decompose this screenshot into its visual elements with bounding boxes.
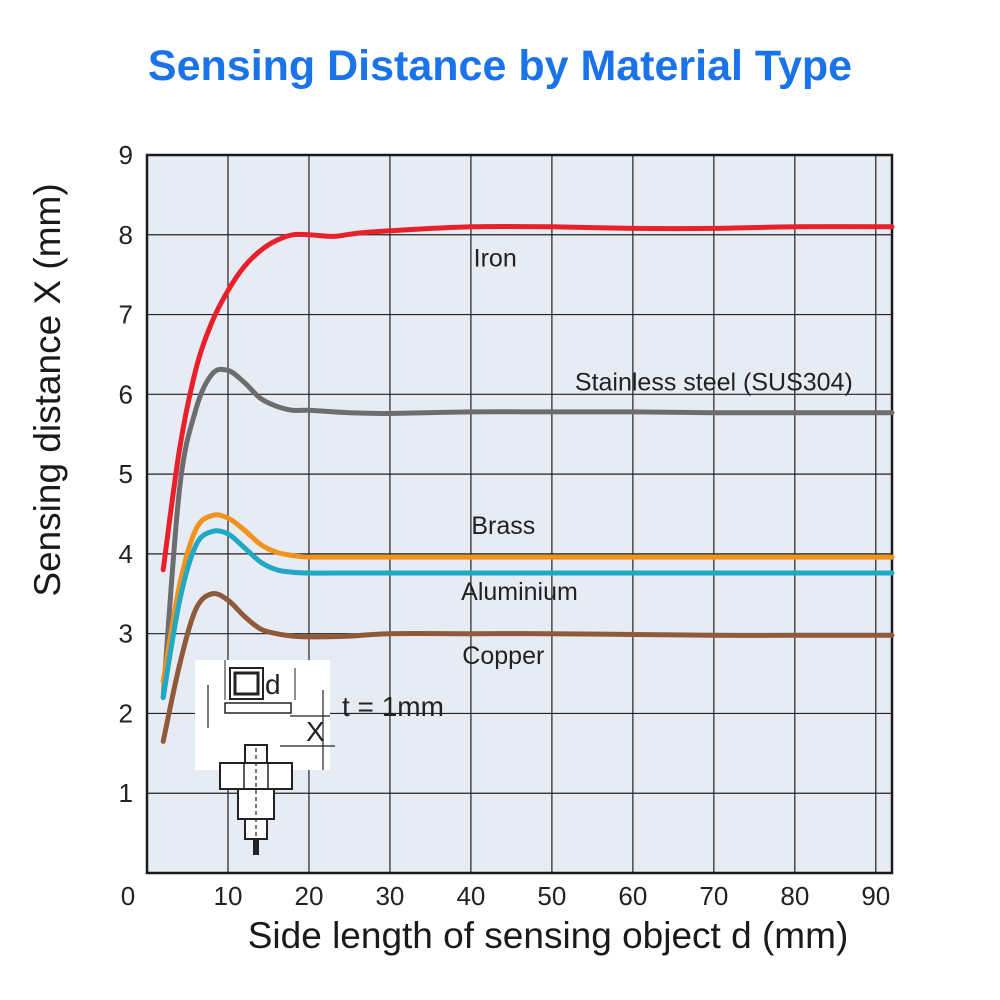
y-tick-label: 6 [119, 379, 133, 409]
x-tick-label: 80 [780, 881, 809, 911]
x-tick-labels: 10 20 30 40 50 60 70 80 90 [214, 881, 891, 911]
series-line-copper [160, 590, 895, 744]
y-axis-title: Sensing distance X (mm) [27, 183, 68, 596]
inset-x-label: X [306, 716, 325, 747]
series-label-iron: Iron [474, 245, 517, 273]
x-tick-label: 40 [456, 881, 485, 911]
x-tick-label: 30 [375, 881, 404, 911]
y-tick-labels: 1 2 3 4 5 6 7 8 9 [119, 140, 133, 808]
series-line-iron [160, 223, 895, 573]
sensor-cable [253, 839, 259, 855]
series-line-aluminium [160, 528, 895, 700]
target-plate [224, 702, 292, 714]
inset-d-label: d [265, 669, 281, 700]
series-line-stainless-steel-sus304 [160, 366, 895, 700]
y-tick-label: 8 [119, 220, 133, 250]
target-square-inner [233, 671, 260, 696]
y-tick-label: 2 [119, 698, 133, 728]
series-line-brass [160, 512, 895, 684]
series-labels: Iron Stainless steel (SUS304) Brass Alumini… [461, 245, 853, 670]
x-tick-label: 20 [294, 881, 323, 911]
x-tick-label: 50 [537, 881, 566, 911]
y-tick-label: 1 [119, 778, 133, 808]
series-label-aluminium: Aluminium [461, 578, 578, 606]
y-tick-label: 9 [119, 140, 133, 170]
y-tick-label: 3 [119, 619, 133, 649]
y-tick-label: 7 [119, 300, 133, 330]
chart-title: Sensing Distance by Material Type [147, 42, 853, 90]
inset-t-label: t = 1mm [342, 691, 444, 722]
series-label-brass: Brass [471, 512, 535, 540]
x-origin-label: 0 [121, 881, 135, 911]
x-tick-label: 70 [699, 881, 728, 911]
x-tick-label: 60 [618, 881, 647, 911]
y-tick-label: 5 [119, 459, 133, 489]
series-lines [160, 223, 895, 744]
x-tick-label: 10 [214, 881, 243, 911]
sensor-diagram: d X t = 1mm [195, 660, 444, 855]
series-label-copper: Copper [462, 642, 544, 670]
x-tick-label: 90 [861, 881, 890, 911]
x-axis-title: Side length of sensing object d (mm) [248, 915, 849, 956]
sensor-head [244, 744, 268, 764]
plot-frame [145, 153, 894, 875]
series-label-stainless-steel-sus304: Stainless steel (SUS304) [575, 368, 853, 396]
y-tick-label: 4 [119, 539, 133, 569]
